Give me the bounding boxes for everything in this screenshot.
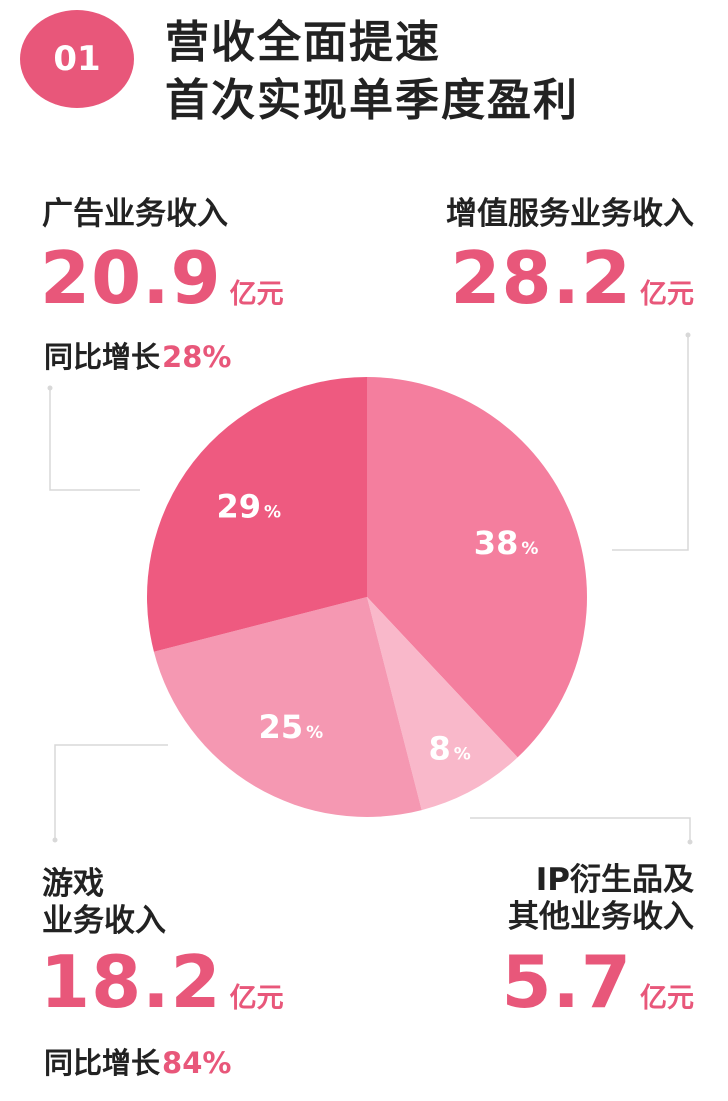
vas-revenue-label: 增值服务业务收入 <box>446 196 694 232</box>
pie-slice-value_added <box>367 377 588 758</box>
connector-dot <box>687 839 693 845</box>
game-revenue-amount: 18.2 <box>40 940 222 1024</box>
connector-line <box>49 388 140 491</box>
game-revenue-label-line1: 游戏 <box>42 866 104 902</box>
game-revenue-value: 18.2 亿元 <box>40 940 284 1024</box>
pie-pct-label-ad: 29% <box>217 487 282 525</box>
game-revenue-growth: 同比增长84% <box>44 1040 231 1082</box>
game-growth-label: 同比增长 <box>44 1046 161 1080</box>
section-badge: 01 <box>20 10 134 108</box>
pie-slice-ip <box>367 597 518 811</box>
ad-growth-label: 同比增长 <box>44 340 161 374</box>
ip-revenue-unit: 亿元 <box>640 983 694 1014</box>
ip-revenue-label-line1: IP衍生品及 <box>535 862 694 898</box>
ip-revenue-label-line2: 其他业务收入 <box>508 899 694 935</box>
ad-revenue-growth: 同比增长28% <box>44 334 231 376</box>
page-title-line2: 首次实现单季度盈利 <box>165 75 579 126</box>
game-growth-value: 84% <box>162 1046 232 1080</box>
ad-revenue-amount: 20.9 <box>40 236 222 320</box>
ad-revenue-label: 广告业务收入 <box>42 196 228 232</box>
vas-revenue-value: 28.2 亿元 <box>450 236 694 320</box>
vas-revenue-amount: 28.2 <box>450 236 632 320</box>
connector-dot <box>47 385 53 391</box>
pie-slice-game <box>153 597 422 818</box>
connector-dot <box>685 332 691 338</box>
pie-slice-ad <box>146 377 367 652</box>
pie-pct-label-ip: 8% <box>429 729 471 767</box>
ip-revenue-value: 5.7 亿元 <box>501 940 694 1024</box>
page-title-line1: 营收全面提速 <box>165 17 441 68</box>
ad-growth-value: 28% <box>162 340 232 374</box>
connector-line <box>612 335 689 551</box>
connector-line <box>54 744 168 840</box>
ad-revenue-unit: 亿元 <box>229 279 284 310</box>
pie-pct-label-game: 25% <box>259 708 324 746</box>
game-revenue-unit: 亿元 <box>229 983 284 1014</box>
ad-revenue-value: 20.9 亿元 <box>40 236 284 320</box>
game-revenue-label-line2: 业务收入 <box>42 903 166 939</box>
ip-revenue-amount: 5.7 <box>501 940 632 1024</box>
pie-pct-label-value_added: 38% <box>474 524 539 562</box>
connector-dot <box>52 837 58 843</box>
connector-line <box>470 817 691 842</box>
vas-revenue-unit: 亿元 <box>640 279 694 310</box>
